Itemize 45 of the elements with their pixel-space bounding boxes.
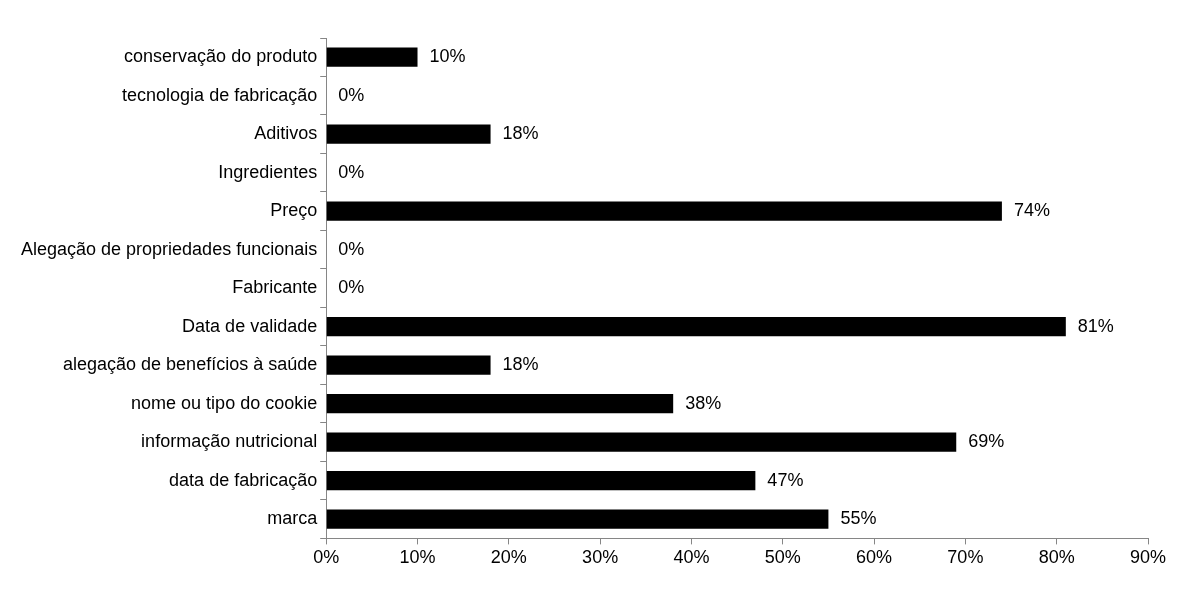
x-tick-label: 40% bbox=[673, 547, 710, 568]
data-label: 10% bbox=[429, 46, 466, 67]
x-tick-label: 60% bbox=[856, 547, 893, 568]
y-tick-label: Aditivos bbox=[254, 123, 318, 144]
data-label: 0% bbox=[338, 277, 365, 298]
data-label: 74% bbox=[1013, 200, 1050, 221]
data-label: 81% bbox=[1077, 315, 1114, 336]
data-label: 69% bbox=[968, 431, 1005, 452]
x-tick-label: 20% bbox=[490, 547, 527, 568]
y-tick-label: Ingredientes bbox=[218, 161, 318, 182]
data-label: 18% bbox=[502, 123, 539, 144]
bar bbox=[326, 471, 756, 491]
data-label: 55% bbox=[840, 508, 877, 529]
bar bbox=[326, 509, 829, 529]
y-tick-label: nome ou tipo do cookie bbox=[131, 392, 318, 413]
y-tick-label: alegação de benefícios à saúde bbox=[63, 354, 318, 375]
y-tick-label: Fabricante bbox=[232, 277, 318, 298]
bar bbox=[326, 394, 674, 414]
bar bbox=[326, 124, 491, 144]
y-tick-label: Data de validade bbox=[182, 315, 318, 336]
x-tick-label: 50% bbox=[764, 547, 801, 568]
y-tick-label: conservação do produto bbox=[124, 46, 318, 67]
y-tick-label: informação nutricional bbox=[141, 431, 318, 452]
data-label: 0% bbox=[338, 238, 365, 259]
data-label: 38% bbox=[685, 392, 722, 413]
y-tick-label: data de fabricação bbox=[169, 469, 318, 490]
bar bbox=[326, 201, 1002, 221]
data-label: 47% bbox=[767, 469, 804, 490]
y-tick-label: tecnologia de fabricação bbox=[122, 84, 318, 105]
data-label: 0% bbox=[338, 161, 365, 182]
data-label: 0% bbox=[338, 84, 365, 105]
bar bbox=[326, 47, 418, 67]
bar bbox=[326, 355, 491, 375]
data-label: 18% bbox=[502, 354, 539, 375]
x-tick-label: 10% bbox=[399, 547, 436, 568]
x-tick-label: 30% bbox=[582, 547, 619, 568]
x-tick-label: 0% bbox=[313, 547, 340, 568]
x-tick-label: 80% bbox=[1038, 547, 1075, 568]
x-tick-label: 70% bbox=[947, 547, 984, 568]
y-tick-label: Preço bbox=[270, 200, 318, 221]
bar bbox=[326, 432, 957, 452]
bar bbox=[326, 317, 1066, 337]
y-tick-label: Alegação de propriedades funcionais bbox=[20, 238, 318, 259]
x-tick-label: 90% bbox=[1129, 547, 1167, 568]
y-tick-label: marca bbox=[267, 508, 319, 529]
